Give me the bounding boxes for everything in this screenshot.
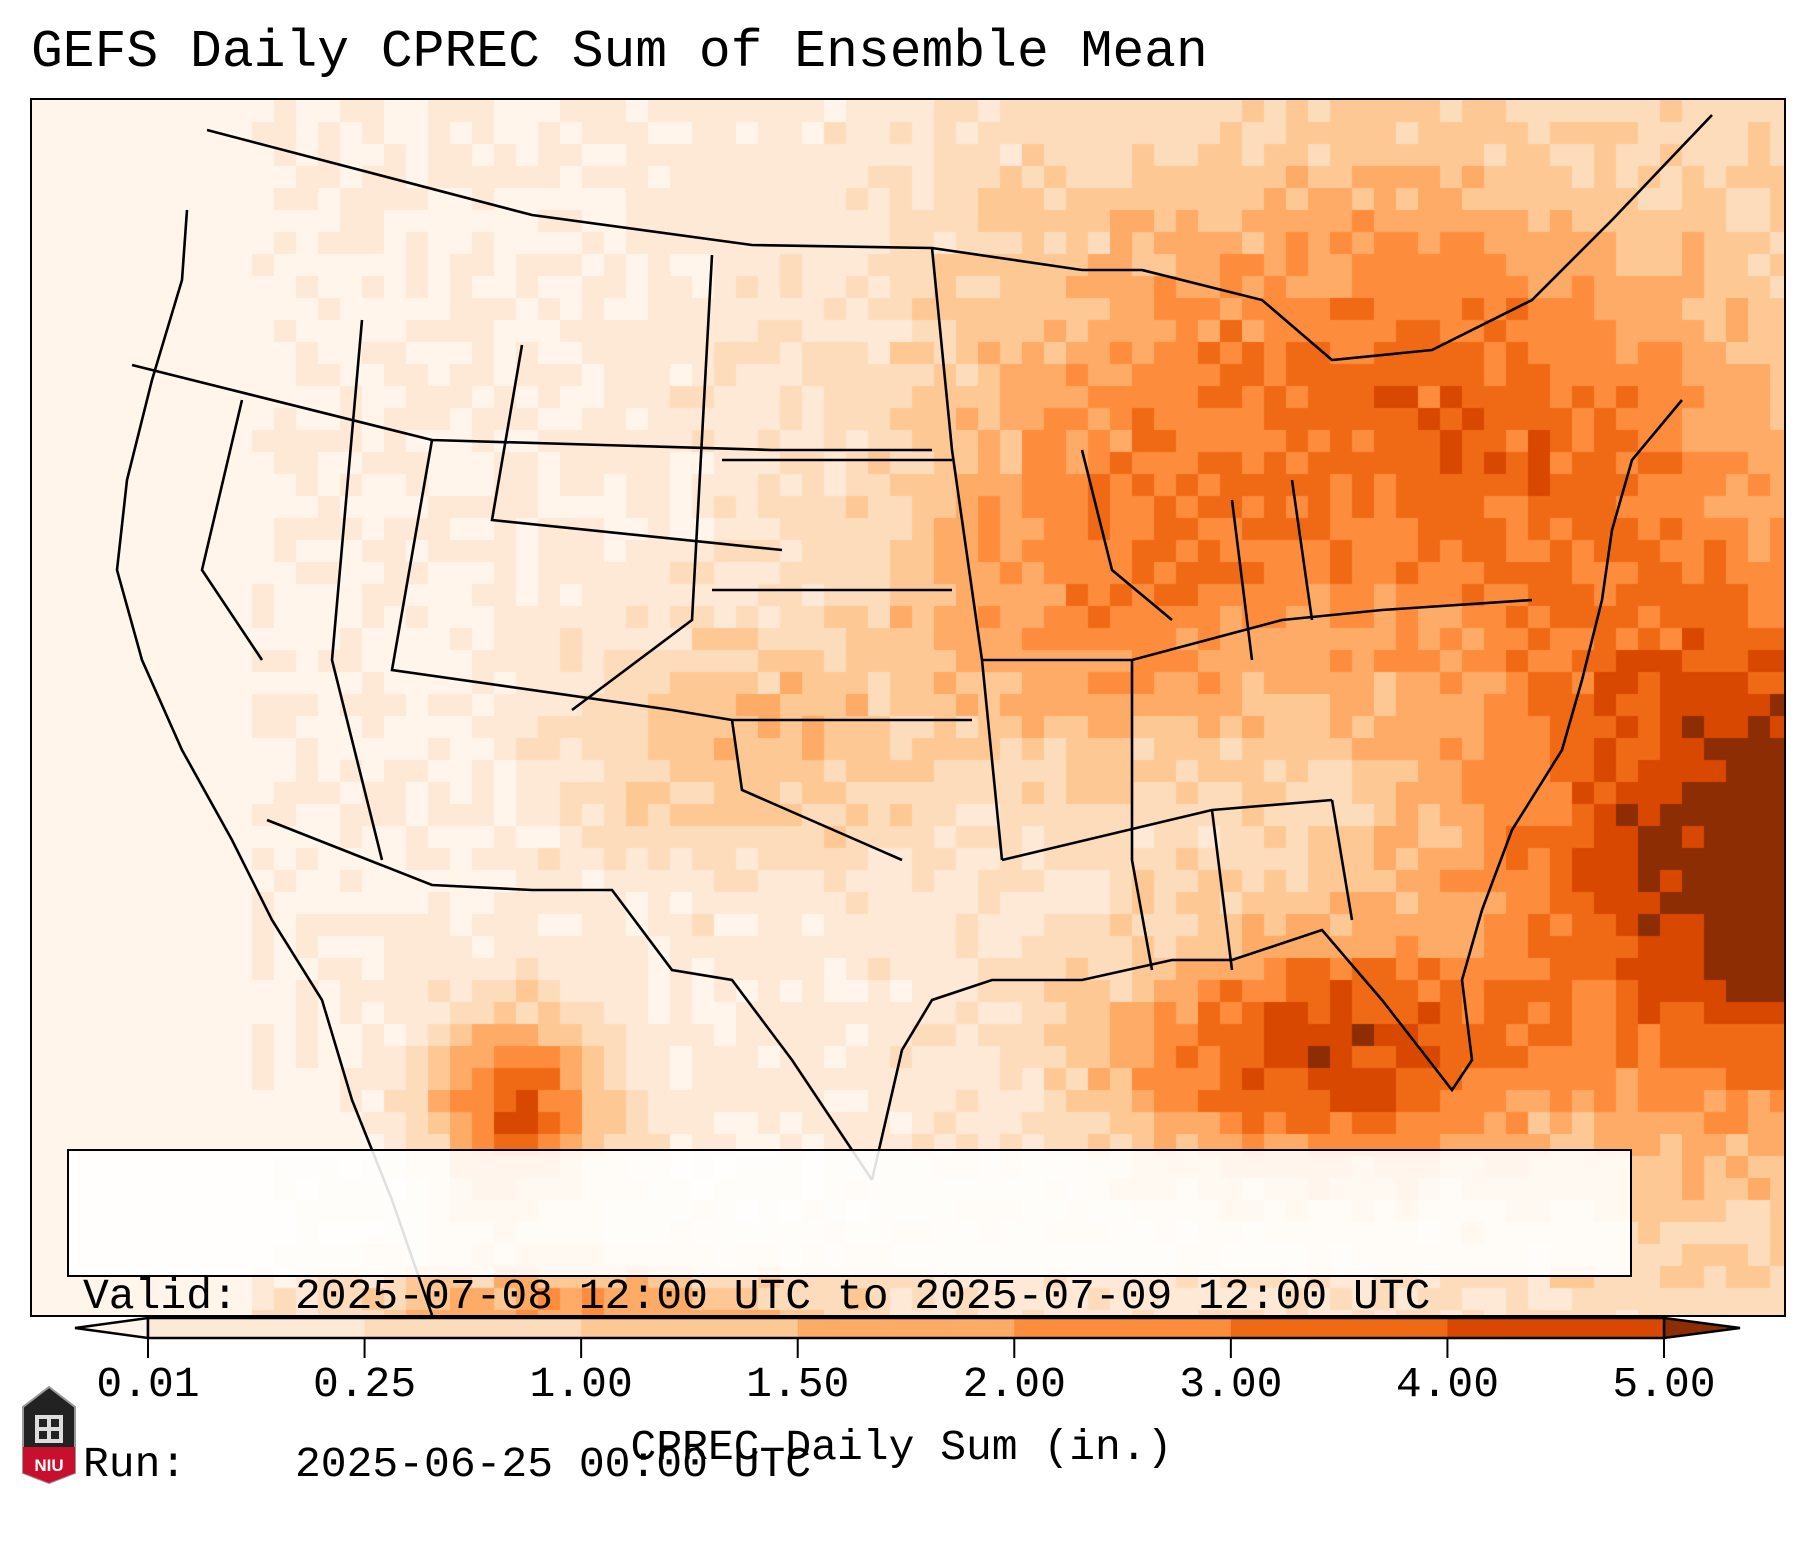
precip-field — [32, 100, 1784, 1315]
state-lines — [131, 247, 1533, 971]
chart-title: GEFS Daily CPREC Sum of Ensemble Mean — [31, 22, 1208, 82]
colorbar-segment — [797, 1318, 1015, 1338]
colorbar-segment — [1014, 1318, 1232, 1338]
colorbar-tick-label: 5.00 — [1612, 1360, 1716, 1409]
colorbar-tick-label: 3.00 — [1179, 1360, 1283, 1409]
colorbar-segment — [581, 1318, 799, 1338]
border-canada — [206, 114, 1713, 362]
coastline-west — [115, 209, 434, 1315]
colorbar-segment — [1230, 1318, 1448, 1338]
colorbar-tick-label: 0.25 — [312, 1360, 417, 1409]
gulf-coast — [870, 399, 1683, 1181]
colorbar-over-triangle — [1662, 1316, 1741, 1340]
colorbar-tick-label: 1.00 — [529, 1360, 633, 1409]
colorbar-segment — [148, 1318, 366, 1338]
colorbar-segment — [364, 1318, 582, 1338]
colorbar-segment — [1447, 1318, 1665, 1338]
map-panel — [30, 98, 1786, 1317]
colorbar-label: CPREC Daily Sum (in.) — [630, 1423, 1173, 1472]
run-label: Run: — [83, 1440, 187, 1489]
niu-logo: NIU — [22, 1385, 76, 1485]
valid-label: Valid: — [83, 1272, 238, 1321]
colorbar-under-triangle — [74, 1316, 150, 1340]
state-boundaries — [115, 114, 1713, 1315]
valid-value: 2025-07-08 12:00 UTC to 2025-07-09 12:00… — [295, 1272, 1431, 1321]
colorbar-tick-label: 2.00 — [962, 1360, 1066, 1409]
run-line: Run: 2025-06-25 00:00 UTC — [83, 1437, 1616, 1493]
logo-text: NIU — [34, 1456, 63, 1475]
colorbar-outline — [146, 1316, 1666, 1340]
colorbar-tick-label: 1.50 — [746, 1360, 850, 1409]
colorbar-tick-label: 0.01 — [96, 1360, 200, 1409]
run-value: 2025-06-25 00:00 UTC — [295, 1440, 812, 1489]
valid-line: Valid: 2025-07-08 12:00 UTC to 2025-07-09… — [83, 1269, 1616, 1325]
info-box: Valid: 2025-07-08 12:00 UTC to 2025-07-09… — [67, 1149, 1632, 1489]
border-mexico — [266, 818, 874, 1181]
colorbar-tick-label: 4.00 — [1395, 1360, 1500, 1409]
colorbar — [74, 1316, 1741, 1358]
